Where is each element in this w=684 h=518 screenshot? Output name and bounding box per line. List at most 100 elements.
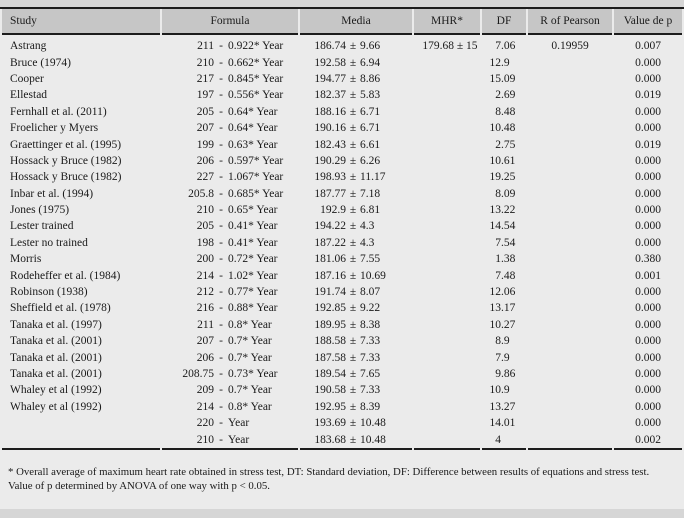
cell-formula: 217-0.845* Year: [162, 71, 298, 87]
cell-df: 13.22: [482, 202, 526, 218]
df-fraction: .61: [501, 154, 516, 167]
cell-df: 12.9: [482, 54, 526, 70]
formula-constant: 206: [196, 154, 214, 167]
formula-expression: 0.845* Year: [228, 72, 284, 85]
cell-media: 187.22 ±4.3: [300, 235, 412, 251]
cell-r-pearson: [528, 169, 612, 185]
media-sd: 7.33: [360, 384, 381, 397]
cell-p-value: 0.000: [635, 187, 661, 200]
formula-expression: 0.7* Year: [228, 351, 272, 364]
cell-study: Whaley et al (1992): [10, 400, 102, 413]
formula-expression: 0.63* Year: [228, 138, 278, 151]
cell-study: Graettinger et al. (1995): [10, 138, 122, 151]
col-header-formula: Formula: [162, 9, 298, 35]
media-value: 187.16: [314, 269, 346, 282]
cell-r-pearson: [528, 153, 612, 169]
table-row: Astrang 211-0.922* Year 186.74 ±9.66 179.68 ±…: [2, 35, 682, 54]
cell-df: 2.75: [482, 136, 526, 152]
cell-p-value: 0.002: [614, 431, 682, 450]
df-integer: 2: [495, 89, 501, 102]
cell-formula: 212-0.77* Year: [162, 284, 298, 300]
df-integer: 7: [495, 236, 501, 249]
cell-study: Lester no trained: [10, 236, 88, 249]
cell-formula: 209-0.7* Year: [162, 382, 298, 398]
formula-minus: -: [219, 154, 223, 167]
plus-minus-sign: ±: [349, 40, 357, 53]
plus-minus-sign: ±: [349, 368, 357, 380]
media-sd: 7.65: [360, 368, 381, 380]
media-sd: 6.81: [360, 204, 381, 217]
cell-study: Morris: [10, 253, 42, 266]
df-fraction: .09: [501, 187, 516, 200]
formula-minus: -: [219, 417, 223, 430]
df-integer: 10: [489, 122, 502, 135]
cell-mhr: [414, 153, 480, 169]
table-row: Whaley et al (1992) 214-0.8* Year 192.95 ±8…: [2, 399, 682, 415]
df-fraction: .9: [501, 384, 510, 397]
cell-study: Jones (1975): [10, 204, 70, 217]
formula-constant: 214: [196, 400, 214, 413]
cell-formula: 206-0.7* Year: [162, 349, 298, 365]
table-top-rule: [0, 7, 684, 9]
col-header-r-pearson: R of Pearson: [528, 9, 612, 35]
formula-minus: -: [219, 204, 223, 217]
cell-media: 192.58 ±6.94: [300, 54, 412, 70]
cell-p-value: 0.000: [635, 417, 661, 430]
table-row: Whaley et al (1992) 209-0.7* Year 190.58 ±7…: [2, 382, 682, 398]
media-value: 187.77: [314, 187, 346, 200]
table-row: Lester trained 205-0.41* Year 194.22 ±4.3 14…: [2, 218, 682, 234]
cell-r-pearson: [528, 54, 612, 70]
cell-formula: 216-0.88* Year: [162, 300, 298, 316]
cell-df: 8.9: [482, 333, 526, 349]
table-header: Study Formula Media MHR* DF R of Pearson…: [2, 9, 682, 35]
formula-constant: 211: [197, 318, 214, 331]
cell-media: 188.58 ±7.33: [300, 333, 412, 349]
cell-r-pearson: [528, 366, 612, 382]
cell-r-pearson: [528, 218, 612, 234]
formula-constant: 207: [196, 335, 214, 348]
cell-study: Inbar et al. (1994): [10, 187, 94, 200]
media-sd: 6.94: [360, 56, 381, 69]
media-value: 189.54: [314, 368, 346, 380]
formula-expression: 0.7* Year: [228, 384, 272, 397]
cell-r-pearson: [528, 120, 612, 136]
cell-r-pearson: 0.19959: [551, 40, 589, 53]
page-margin-top: [0, 0, 684, 7]
cell-p-value: 0.000: [635, 204, 661, 217]
cell-media: 181.06 ±7.55: [300, 251, 412, 267]
media-value: 194.22: [314, 220, 346, 233]
cell-r-pearson: [528, 136, 612, 152]
cell-r-pearson: [528, 267, 612, 283]
cell-formula: 199-0.63* Year: [162, 136, 298, 152]
cell-df: 8.48: [482, 104, 526, 120]
plus-minus-sign: ±: [349, 253, 357, 266]
cell-r-pearson: [528, 202, 612, 218]
cell-mhr: [414, 415, 480, 431]
cell-study: Whaley et al (1992): [10, 384, 102, 397]
table-row: 210- Year 183.68 ±10.48 4 0.002: [2, 431, 682, 450]
cell-media: 188.16 ±6.71: [300, 104, 412, 120]
media-value: 190.58: [314, 384, 346, 397]
df-fraction: .27: [501, 318, 516, 331]
cell-formula: 197-0.556* Year: [162, 87, 298, 103]
media-sd: 6.71: [360, 105, 381, 118]
footnote-line-2: Value of p determined by ANOVA of one wa…: [8, 479, 270, 492]
media-sd: 7.33: [360, 351, 381, 364]
df-fraction: .06: [501, 40, 516, 53]
cell-study: Fernhall et al. (2011): [10, 105, 107, 118]
plus-minus-sign: ±: [349, 433, 357, 446]
df-integer: 9: [495, 368, 501, 380]
cell-study: Tanaka et al. (2001): [10, 368, 102, 380]
cell-df: 13.27: [482, 399, 526, 415]
formula-minus: -: [219, 138, 223, 151]
formula-constant: 227: [196, 171, 214, 184]
formula-minus: -: [219, 400, 223, 413]
media-value: 192.85: [314, 302, 346, 315]
cell-df: 12.06: [482, 284, 526, 300]
cell-study: Rodeheffer et al. (1984): [10, 269, 121, 282]
formula-expression: Year: [228, 433, 250, 446]
formula-minus: -: [219, 368, 223, 380]
cell-media: 186.74 ±9.66: [300, 35, 412, 54]
cell-mhr: [414, 333, 480, 349]
